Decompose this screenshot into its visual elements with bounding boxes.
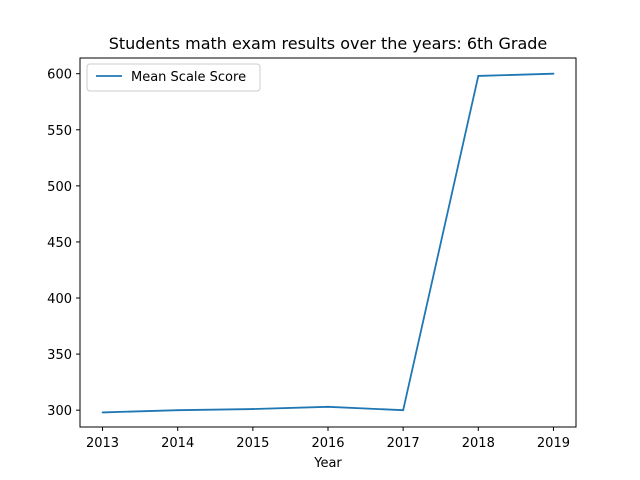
- data-point: [176, 409, 179, 412]
- data-point: [402, 409, 405, 412]
- x-tick-label: 2016: [311, 436, 344, 451]
- y-tick-label: 350: [47, 348, 72, 363]
- x-tick-label: 2019: [537, 436, 570, 451]
- x-tick-label: 2017: [387, 436, 420, 451]
- data-point: [101, 411, 104, 414]
- legend: Mean Scale Score: [86, 63, 261, 92]
- data-point: [327, 405, 329, 408]
- y-axis-ticks: 300 350 400 450 500 550 600: [47, 68, 80, 419]
- plot-area: [80, 58, 576, 427]
- y-tick-label: 550: [47, 124, 72, 139]
- y-tick-label: 600: [47, 68, 72, 83]
- data-point: [251, 408, 254, 410]
- x-tick-label: 2018: [462, 436, 495, 451]
- legend-label: Mean Scale Score: [131, 70, 246, 85]
- x-tick-label: 2015: [236, 436, 269, 451]
- y-tick-label: 450: [47, 236, 72, 251]
- y-tick-label: 400: [47, 292, 72, 307]
- data-point: [477, 75, 480, 77]
- x-axis-label: Year: [313, 456, 342, 471]
- y-tick-label: 300: [47, 404, 72, 419]
- x-tick-label: 2014: [161, 436, 194, 451]
- x-tick-label: 2013: [86, 436, 119, 451]
- y-tick-label: 500: [47, 180, 72, 195]
- x-axis-ticks: 2013 2014 2015 2016 2017 2018 2019: [86, 427, 570, 451]
- legend-box: [86, 63, 261, 92]
- series-layer: [101, 72, 555, 414]
- chart-title: Students math exam results over the year…: [109, 34, 548, 53]
- data-point: [552, 72, 555, 75]
